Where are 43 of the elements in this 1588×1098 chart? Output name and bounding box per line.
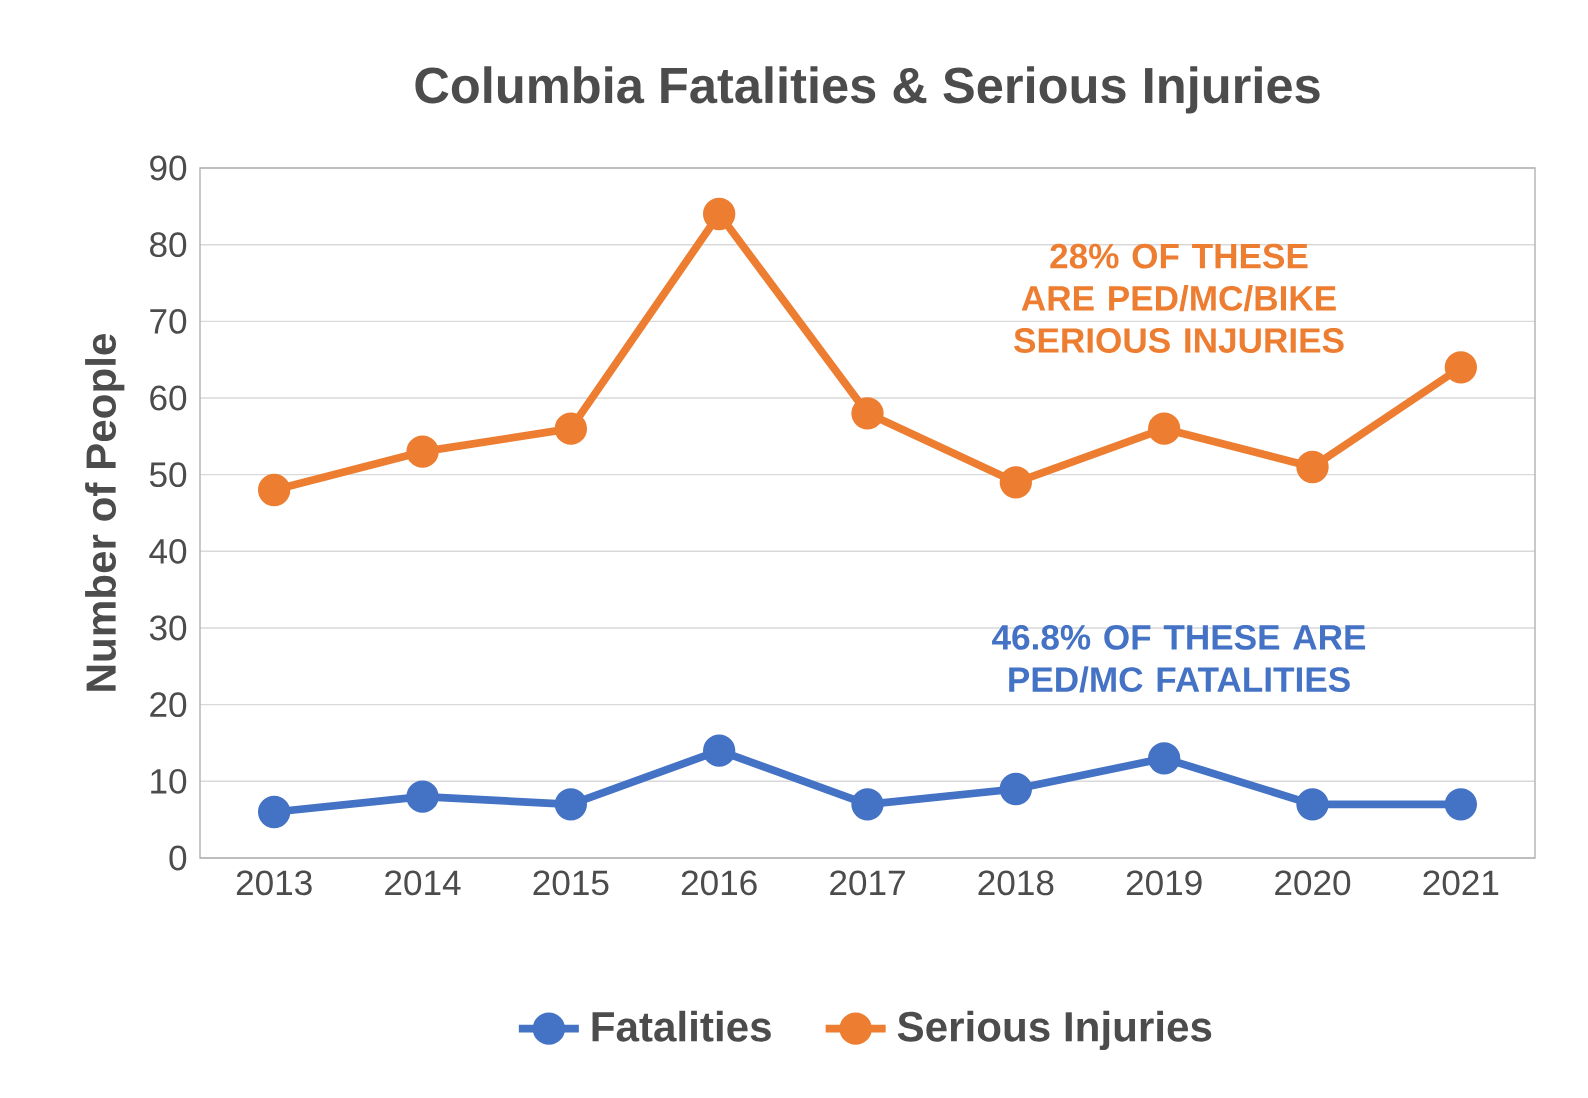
y-axis-title: Number of People xyxy=(85,334,125,691)
point xyxy=(703,734,736,767)
point xyxy=(1147,412,1181,445)
y-tick-label: 0 xyxy=(169,845,187,871)
y-tick-label: 40 xyxy=(149,538,187,564)
point xyxy=(1147,742,1181,775)
point xyxy=(703,197,736,231)
point xyxy=(1296,450,1329,484)
point xyxy=(258,473,291,507)
point xyxy=(554,412,587,445)
x-tick-label: 2019 xyxy=(1126,870,1202,896)
legend-label: Fatalities xyxy=(592,1010,771,1042)
point xyxy=(851,397,884,430)
x-tick-label: 2021 xyxy=(1423,870,1499,896)
y-tick-label: 50 xyxy=(149,462,187,488)
x-tick-label: 2015 xyxy=(533,870,609,896)
x-tick-label: 2017 xyxy=(830,870,905,896)
point xyxy=(406,435,439,468)
x-tick-label: 2018 xyxy=(978,870,1054,896)
point xyxy=(258,795,291,829)
point xyxy=(1296,788,1329,821)
x-tick-label: 2016 xyxy=(681,870,757,896)
x-tick-label: 2020 xyxy=(1275,870,1351,896)
point xyxy=(999,466,1032,499)
y-tick-label: 80 xyxy=(150,232,187,258)
y-tick-label: 90 xyxy=(150,155,187,181)
x-tick-label: 2013 xyxy=(236,870,312,896)
point xyxy=(851,788,884,821)
chart-title: Columbia Fatalities & Serious Injuries xyxy=(415,66,1320,114)
y-tick-label: 70 xyxy=(150,308,187,334)
point xyxy=(1444,351,1478,384)
point xyxy=(406,780,439,813)
point xyxy=(554,788,587,821)
point xyxy=(999,772,1032,806)
x-tick-label: 2014 xyxy=(385,870,461,896)
y-tick-label: 30 xyxy=(149,615,187,641)
y-tick-label: 20 xyxy=(150,692,187,718)
annotation: 46.8% OF THESE ARE PED/MC FATALITIES xyxy=(992,624,1366,693)
legend-label: Serious Injuries xyxy=(897,1010,1212,1051)
y-tick-label: 60 xyxy=(150,385,187,411)
annotation: 28% OF THESE ARE PED/MC/BIKE SERIOUS INJURIES xyxy=(1013,243,1344,353)
y-tick-label: 10 xyxy=(151,768,187,794)
point xyxy=(1444,788,1478,821)
